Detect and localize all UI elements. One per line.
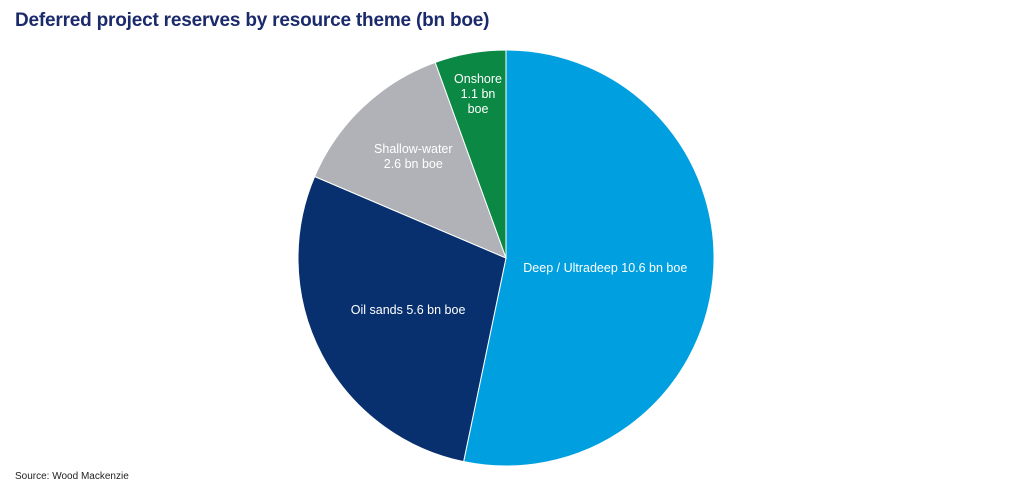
pie-slices [297,49,715,467]
slice-label-shallow-water: Shallow-water 2.6 bn boe [374,142,453,171]
pie-slice-shallow-water [313,61,507,259]
pie-slice-onshore [434,49,507,259]
slice-label-deep-ultradeep: Deep / Ultradeep 10.6 bn boe [523,261,687,275]
source-note: Source: Wood Mackenzie [15,471,129,482]
pie-slice-oil-sands [297,175,507,463]
pie-slice-deep-ultradeep [463,49,715,467]
slice-label-onshore: Onshore 1.1 bn boe [454,72,502,116]
slice-label-oil-sands: Oil sands 5.6 bn boe [351,303,466,317]
pie-labels: Deep / Ultradeep 10.6 bn boe Oil sands 5.… [351,72,688,317]
chart-title: Deferred project reserves by resource th… [15,10,490,31]
